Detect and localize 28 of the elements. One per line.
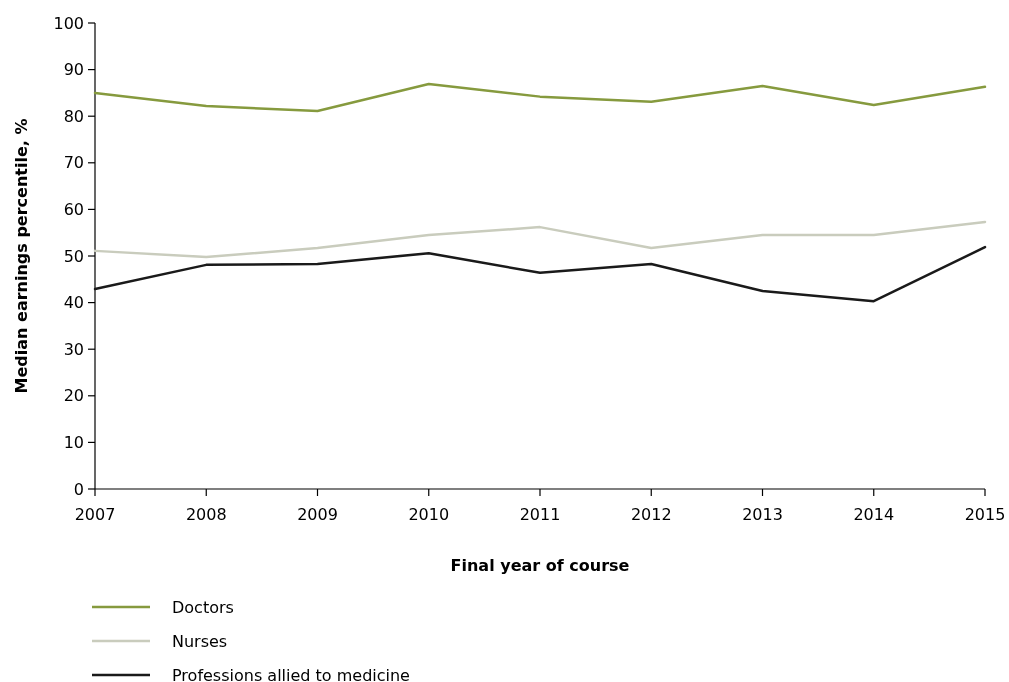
- x-tick-label: 2010: [408, 505, 450, 524]
- x-tick-label: 2014: [853, 505, 895, 524]
- x-tick-label: 2015: [964, 505, 1006, 524]
- y-tick-label: 0: [73, 479, 84, 499]
- y-tick-label: 40: [63, 293, 84, 313]
- x-axis-title: Final year of course: [450, 556, 630, 575]
- legend-label: Doctors: [172, 597, 234, 617]
- y-tick-label: 50: [63, 246, 84, 266]
- legend-label: Nurses: [172, 631, 228, 651]
- y-tick-label: 60: [63, 200, 84, 219]
- x-tick-label: 2008: [185, 505, 227, 524]
- x-tick-label: 2009: [297, 505, 338, 524]
- y-axis-title: Median earnings percentile, %: [12, 118, 31, 394]
- y-tick-label: 90: [63, 60, 84, 80]
- legend-label: Professions allied to medicine: [172, 665, 410, 682]
- x-tick-label: 2012: [630, 505, 672, 524]
- y-tick-label: 10: [63, 433, 84, 452]
- y-tick-label: 30: [63, 339, 84, 359]
- y-tick-label: 70: [63, 153, 84, 173]
- line-series: [93, 245, 987, 303]
- y-tick-label: 100: [53, 13, 84, 33]
- y-tick-label: 20: [63, 386, 84, 406]
- x-tick-label: 2013: [742, 505, 783, 524]
- line-series: [93, 82, 987, 113]
- line-series: [93, 220, 987, 259]
- x-tick-label: 2007: [74, 505, 116, 524]
- y-tick-label: 80: [63, 106, 84, 126]
- x-tick-label: 2011: [519, 505, 561, 524]
